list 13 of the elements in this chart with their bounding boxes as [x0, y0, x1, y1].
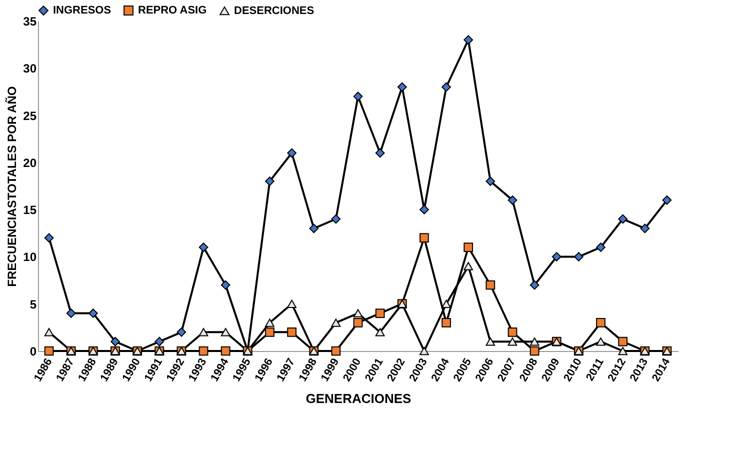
y-tick-label: 25	[23, 108, 37, 123]
legend-label: INGRESOS	[53, 4, 112, 17]
x-axis-title: GENERACIONES	[306, 391, 412, 406]
y-tick-label: 20	[23, 156, 37, 170]
y-tick-label: 15	[23, 203, 37, 218]
y-tick-label: 35	[23, 14, 37, 28]
legend-label: DESERCIONES	[234, 4, 314, 17]
y-tick-label: 5	[30, 297, 37, 312]
y-tick-label: 30	[23, 62, 37, 76]
y-tick-label: 0	[30, 344, 37, 358]
legend-label: REPRO ASIG	[138, 4, 207, 17]
y-tick-label: 10	[23, 250, 37, 264]
y-axis-title: FRECUENCIASTOTALES POR AÑO	[5, 86, 20, 287]
